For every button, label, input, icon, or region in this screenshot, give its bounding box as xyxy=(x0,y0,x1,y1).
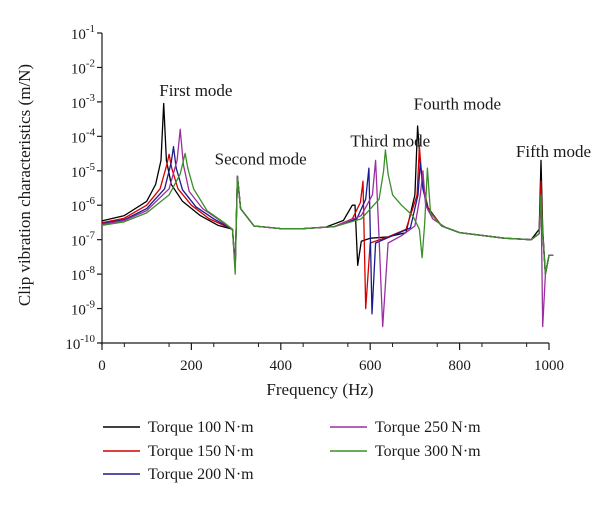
y-tick-label: 10-2 xyxy=(71,57,95,77)
series-lines xyxy=(101,102,554,328)
mode-annotation: Fourth mode xyxy=(414,95,501,114)
y-tick-label: 10-3 xyxy=(71,92,96,112)
mode-annotation: Third mode xyxy=(350,132,430,151)
y-tick-label: 10-1 xyxy=(71,23,95,43)
x-axis: 0 200 400 600 800 1000 xyxy=(98,342,564,374)
y-tick-label: 10-4 xyxy=(71,126,96,146)
y-tick-label: 10-5 xyxy=(71,161,96,181)
y-tick-label: 10-9 xyxy=(71,299,96,319)
mode-annotations: First mode Second mode Third mode Fourth mo… xyxy=(159,81,591,169)
x-tick-label: 400 xyxy=(270,358,293,374)
x-axis-title: Frequency (Hz) xyxy=(266,380,373,399)
y-axis-title: Clip vibration characteristics (m/N) xyxy=(15,64,34,306)
mode-annotation: First mode xyxy=(159,81,232,100)
legend: Torque 100 N·m Torque 150 N·m Torque 200 N… xyxy=(103,419,481,483)
x-tick-label: 1000 xyxy=(534,358,564,374)
y-axis: 10-1 10-2 10-3 10-4 10-5 10-6 10-7 10-8 10-9 10-1… xyxy=(65,23,103,353)
mode-annotation: Fifth mode xyxy=(516,142,591,161)
legend-label: Torque 100 N·m xyxy=(148,419,254,436)
x-tick-label: 800 xyxy=(448,358,471,374)
legend-label: Torque 300 N·m xyxy=(375,443,481,460)
y-tick-label: 10-10 xyxy=(65,333,95,353)
legend-label: Torque 150 N·m xyxy=(148,443,254,460)
x-tick-label: 200 xyxy=(180,358,203,374)
series-line-5 xyxy=(101,149,554,275)
series-line-3 xyxy=(101,146,554,315)
legend-label: Torque 250 N·m xyxy=(375,419,481,436)
y-tick-label: 10-8 xyxy=(71,264,96,284)
x-tick-label: 600 xyxy=(359,358,382,374)
x-tick-label: 0 xyxy=(98,358,106,374)
y-tick-label: 10-6 xyxy=(71,195,96,215)
mode-annotation: Second mode xyxy=(215,150,307,169)
legend-label: Torque 200 N·m xyxy=(148,466,254,483)
y-tick-label: 10-7 xyxy=(71,230,96,250)
